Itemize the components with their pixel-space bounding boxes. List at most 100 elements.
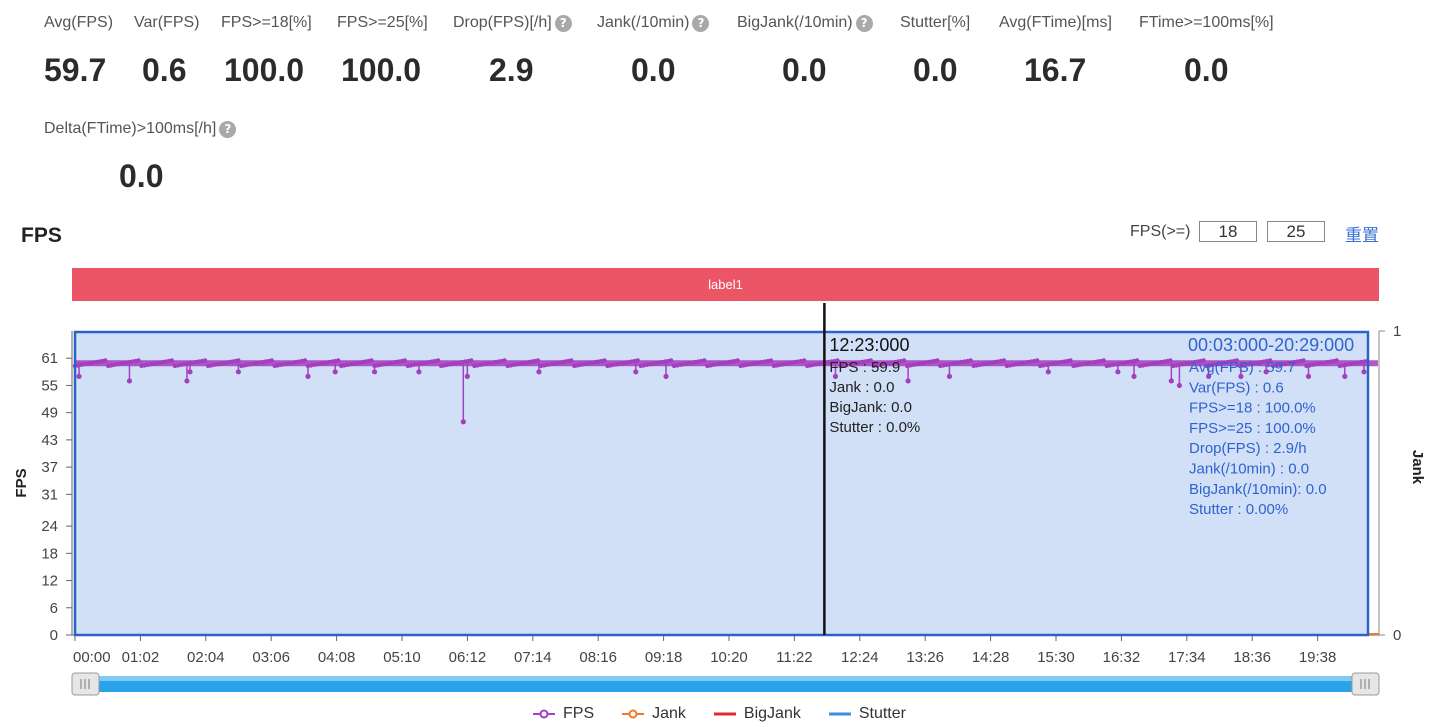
x-tick-label: 13:26 [906, 649, 944, 666]
fps-dip-point [536, 369, 542, 375]
fps-point [868, 358, 873, 363]
legend-label: FPS [563, 705, 595, 722]
fps-point [1034, 358, 1040, 363]
fps-point [202, 358, 208, 363]
fps-point [302, 358, 308, 363]
metric-value: 0.0 [631, 52, 676, 88]
fps-point [1267, 358, 1273, 363]
fps-dip-point [1115, 369, 1121, 375]
fps-point [1068, 358, 1073, 363]
fps-point [402, 358, 408, 363]
legend-item-jank[interactable]: Jank [622, 705, 686, 723]
threshold-label: FPS(>=) [1130, 223, 1191, 240]
selection-stat: FPS>=18 : 100.0% [1189, 400, 1316, 417]
y-tick-label: 61 [41, 350, 58, 367]
legend-label: Jank [652, 705, 686, 722]
metric-label: Var(FPS) [134, 14, 200, 31]
x-tick-label: 08:16 [579, 649, 617, 666]
legend-item-fps[interactable]: FPS [533, 705, 594, 723]
x-tick-label: 16:32 [1103, 649, 1141, 666]
fps-point [169, 358, 175, 363]
fps-dip-point [1045, 369, 1051, 375]
x-tick-label: 04:08 [318, 649, 356, 666]
fps-point [103, 358, 108, 363]
fps-chart[interactable]: 0 6 12 18 24 31 37 43 49 55 61 FPS 1 0 Jank 00:00 01:02 0… [0, 300, 1440, 702]
metric-var-fps: Var(FPS) 0.6 [134, 12, 200, 88]
metric-value: 0.0 [782, 52, 827, 88]
legend-marker-jank [622, 709, 645, 719]
x-tick-label: 03:06 [252, 649, 290, 666]
metric-label-text: Jank(/10min) [597, 14, 690, 31]
metric-value: 0.0 [1184, 52, 1229, 88]
metric-value: 59.7 [44, 52, 107, 88]
y-tick-label: 43 [41, 432, 58, 449]
metric-label: Delta(FTime)>100ms[/h]? [44, 118, 237, 140]
metric-label: FTime>=100ms[%] [1139, 14, 1274, 31]
threshold-high-input[interactable] [1267, 221, 1325, 242]
fps-point [1101, 358, 1106, 363]
fps-point [901, 358, 907, 363]
legend-label: BigJank [743, 705, 801, 722]
fps-point [702, 358, 707, 363]
fps-dip-point [905, 378, 911, 384]
fps-point [968, 358, 973, 363]
help-icon[interactable]: ? [219, 120, 237, 138]
fps-point [1334, 358, 1339, 363]
fps-point [802, 358, 807, 363]
fps-point [835, 358, 840, 363]
reset-link[interactable]: 重置 [1345, 226, 1379, 245]
fps-dip-point [416, 369, 422, 375]
metric-drop-fps: Drop(FPS)[/h]? 2.9 [453, 12, 572, 88]
y-tick-label: 18 [41, 545, 58, 562]
fps-dip-point [1168, 378, 1174, 384]
metric-delta-ftime: Delta(FTime)>100ms[/h]? 0.0 [44, 118, 237, 194]
x-tick-label: 18:36 [1233, 649, 1271, 666]
metric-ftime-ge-100: FTime>=100ms[%] 0.0 [1139, 12, 1274, 88]
help-icon[interactable]: ? [554, 14, 572, 32]
threshold-low-input[interactable] [1199, 221, 1257, 242]
metric-value: 0.6 [142, 52, 187, 88]
metric-value: 100.0 [341, 52, 422, 88]
fps-dip-point [332, 369, 338, 375]
x-tick-label: 02:04 [187, 649, 225, 666]
metric-value: 16.7 [1024, 52, 1087, 88]
fps-point [136, 358, 141, 363]
x-tick-label: 14:28 [972, 649, 1010, 666]
legend-item-stutter[interactable]: Stutter [828, 705, 906, 723]
selection-stat: Drop(FPS) : 2.9/h [1189, 440, 1307, 457]
fps-point [1134, 358, 1140, 363]
y2-axis-title: Jank [1409, 450, 1426, 485]
cursor-value: BigJank: 0.0 [829, 399, 912, 416]
legend-item-bigjank[interactable]: BigJank [713, 705, 801, 723]
metric-fps-ge-25: FPS>=25[%] 100.0 [337, 12, 428, 88]
help-icon[interactable]: ? [855, 14, 873, 32]
fps-point [569, 358, 574, 363]
chart-legend: FPS Jank BigJank Stutter [533, 705, 906, 723]
fps-point [336, 358, 341, 363]
fps-point [535, 358, 541, 363]
fps-point [469, 358, 474, 363]
x-tick-label: 05:10 [383, 649, 421, 666]
metric-label-text: Drop(FPS)[/h] [453, 14, 552, 31]
selection-stat: Jank(/10min) : 0.0 [1189, 461, 1309, 478]
fps-dip-point [187, 369, 193, 375]
y-tick-label: 49 [41, 405, 58, 422]
y2-tick-label: 0 [1393, 627, 1401, 644]
selection-border [73, 330, 1370, 637]
x-tick-label: 15:30 [1037, 649, 1075, 666]
y-tick-label: 31 [41, 486, 58, 503]
fps-dip-point [832, 373, 839, 379]
fps-dip-point [1342, 373, 1348, 379]
x-tick-label: 17:34 [1168, 649, 1206, 666]
fps-point [935, 358, 940, 363]
x-tick-label: 19:38 [1299, 649, 1337, 666]
metric-label: Stutter[%] [900, 14, 971, 31]
fps-dip-point [305, 373, 311, 379]
metric-value: 100.0 [224, 52, 305, 88]
help-icon[interactable]: ? [692, 14, 710, 32]
fps-point [1168, 358, 1173, 363]
fps-point [1001, 358, 1007, 363]
label-bar[interactable]: label1 [72, 268, 1379, 301]
x-tick-label: 11:22 [776, 649, 812, 666]
cursor-value: FPS : 59.9 [829, 359, 900, 376]
